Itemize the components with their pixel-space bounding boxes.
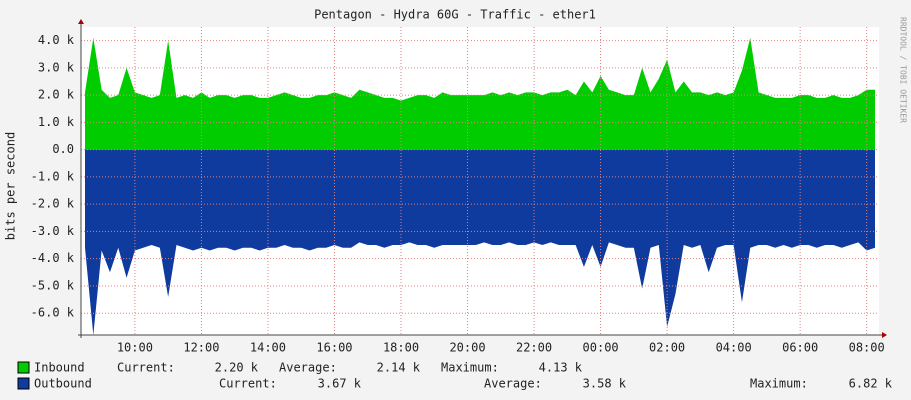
x-tick-label: 16:00 <box>316 341 352 355</box>
y-tick-label: 4.0 k <box>38 33 75 47</box>
x-tick-label: 20:00 <box>449 341 485 355</box>
legend-label: Inbound <box>34 361 85 375</box>
legend-stat-label: Average: <box>279 361 337 375</box>
legend-stat-value: 4.13 k <box>539 361 583 375</box>
legend-stat-label: Maximum: <box>750 377 808 391</box>
y-tick-label: 3.0 k <box>38 60 75 74</box>
y-axis-arrow <box>78 19 84 24</box>
x-tick-label: 22:00 <box>516 341 552 355</box>
y-tick-label: 0.0 <box>52 142 74 156</box>
legend-stat-value: 6.82 k <box>849 377 893 391</box>
watermark: RRDTOOL / TOBI OETIKER <box>899 17 908 123</box>
plot <box>85 37 875 335</box>
legend-stat-value: 3.67 k <box>318 377 362 391</box>
area <box>85 149 875 335</box>
y-tick-label: 1.0 k <box>38 115 75 129</box>
legend-stat-value: 2.20 k <box>215 361 259 375</box>
y-axis-label: bits per second <box>4 132 18 240</box>
chart-title: Pentagon - Hydra 60G - Traffic - ether1 <box>314 8 596 22</box>
x-tick-label: 14:00 <box>250 341 286 355</box>
legend-stat-label: Average: <box>484 377 542 391</box>
x-axis-arrow <box>882 332 887 338</box>
legend-stat-label: Current: <box>219 377 277 391</box>
legend-swatch <box>17 361 30 374</box>
legend-label: Outbound <box>34 377 92 391</box>
legend-stat-label: Maximum: <box>441 361 499 375</box>
y-tick-label: -6.0 k <box>31 306 75 320</box>
legend-stat-value: 3.58 k <box>583 377 627 391</box>
y-tick-label: -3.0 k <box>31 224 75 238</box>
x-tick-label: 12:00 <box>183 341 219 355</box>
x-tick-label: 10:00 <box>117 341 153 355</box>
y-tick-label: -2.0 k <box>31 197 75 211</box>
legend-stat-label: Current: <box>117 361 175 375</box>
y-tick-label: -1.0 k <box>31 169 75 183</box>
legend-stat-value: 2.14 k <box>377 361 421 375</box>
x-tick-label: 06:00 <box>782 341 818 355</box>
x-tick-label: 18:00 <box>383 341 419 355</box>
y-tick-label: 2.0 k <box>38 88 75 102</box>
x-tick-label: 04:00 <box>716 341 752 355</box>
y-tick-label: -4.0 k <box>31 251 75 265</box>
x-tick-label: 00:00 <box>583 341 619 355</box>
legend-swatch <box>17 377 30 390</box>
x-tick-label: 02:00 <box>649 341 685 355</box>
area <box>85 37 875 150</box>
x-tick-label: 08:00 <box>849 341 885 355</box>
y-tick-label: -5.0 k <box>31 278 75 292</box>
